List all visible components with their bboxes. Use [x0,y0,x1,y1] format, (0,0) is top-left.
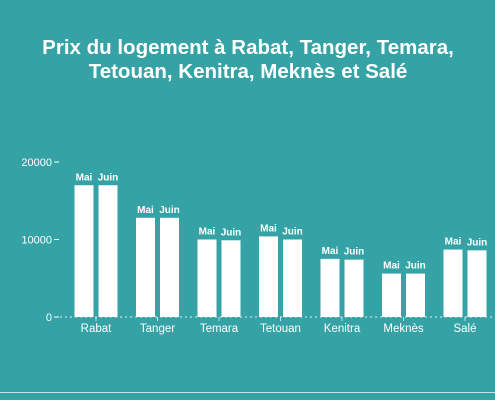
x-category-label: Meknès [383,323,424,335]
x-category-label: Temara [200,323,239,335]
x-category-label: Kenitra [324,323,361,335]
chart-title-line-1: Prix du logement à Rabat, Tanger, Temara… [42,36,454,59]
bar[interactable] [344,259,364,317]
bar[interactable] [136,217,155,317]
bar-series-label: Juin [344,247,365,258]
bar-series-label: Mai [137,205,154,216]
bar[interactable] [221,240,241,317]
y-tick-label: 10000 [21,235,52,247]
chart-title: Prix du logement à Rabat, Tanger, Temara… [0,36,495,84]
bars-layer [74,185,487,318]
bar[interactable] [382,273,401,317]
bar-series-label: Mai [383,261,400,272]
bar-series-label: Juin [467,237,488,248]
bar-series-label: Juin [282,227,303,238]
bar[interactable] [443,249,463,317]
bar-series-label: Juin [221,227,242,238]
bottom-divider [0,392,495,393]
bar-series-label: Juin [98,172,119,183]
bar[interactable] [467,250,487,317]
bar[interactable] [406,273,425,317]
x-category-label: Tetouan [260,323,301,335]
bar[interactable] [98,185,118,317]
bar[interactable] [160,217,179,317]
bar[interactable] [283,239,302,318]
x-category-label: Rabat [81,323,112,335]
bar[interactable] [320,258,340,317]
x-category-label: Tanger [140,323,175,335]
bar[interactable] [74,185,94,317]
bar-series-label: Mai [445,237,462,248]
bar-series-label: Juin [159,205,180,216]
bar-series-label: Mai [76,172,93,183]
bar-series-label: Mai [322,246,339,257]
bar[interactable] [259,236,278,317]
bar[interactable] [197,239,217,318]
y-tick-label: 20000 [21,157,52,169]
labels-layer: Mai Juin Rabat Mai Juin Tanger Mai Juin Temara Ma… [76,172,488,335]
chart-title-line-2: Tetouan, Kenitra, Meknès et Salé [88,60,408,83]
y-tick-label: 0 [46,312,52,324]
x-category-label: Salé [453,323,476,335]
bar-series-label: Mai [199,227,216,238]
bar-series-label: Mai [260,223,277,234]
bar-series-label: Juin [405,261,426,272]
